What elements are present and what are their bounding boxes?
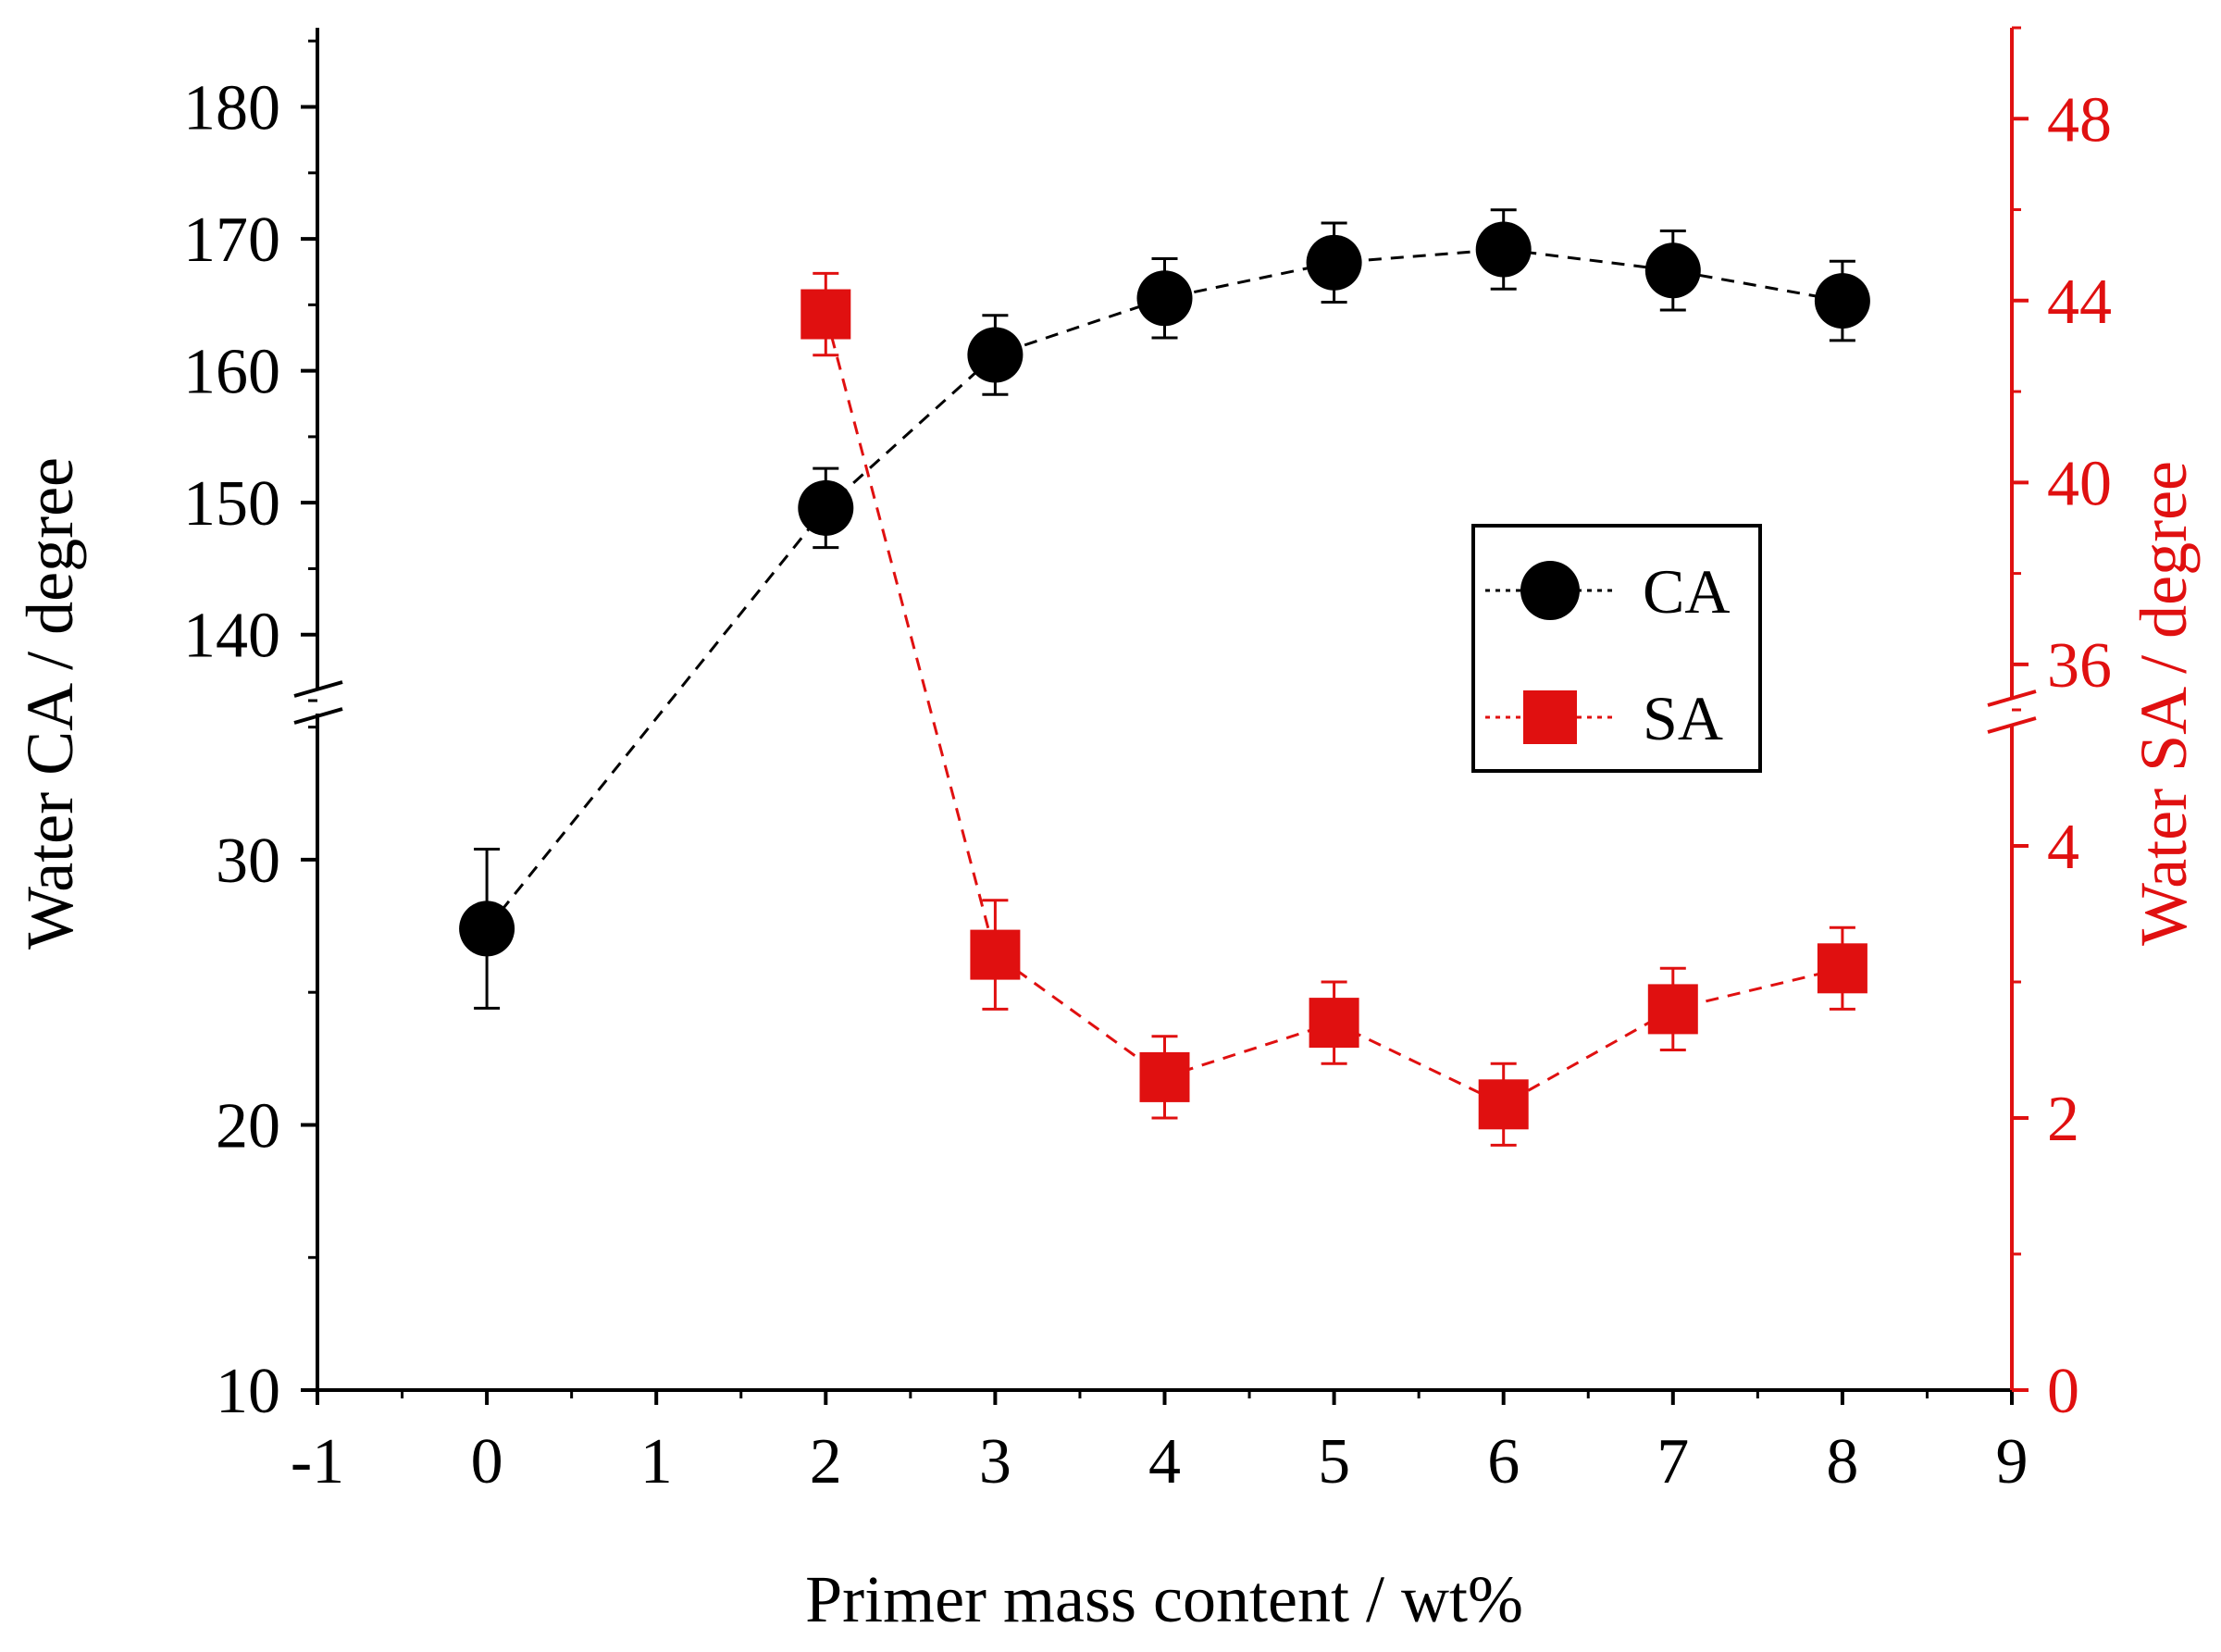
x-tick-label: 8 xyxy=(1826,1426,1858,1497)
x-tick-label: 0 xyxy=(471,1426,503,1497)
sa-point xyxy=(1647,984,1698,1035)
left-axis-break-mark xyxy=(293,680,343,698)
x-tick-label: 1 xyxy=(640,1426,673,1497)
ca-point xyxy=(1306,234,1362,291)
legend-ca-label: CA xyxy=(1643,556,1730,627)
ca-point xyxy=(459,901,515,957)
right-tick-label: 0 xyxy=(2047,1356,2079,1427)
x-tick-label: -1 xyxy=(291,1426,344,1497)
left-tick-label: 10 xyxy=(216,1356,280,1427)
left-tick-label: 20 xyxy=(216,1090,280,1161)
legend-sa-label: SA xyxy=(1643,683,1723,753)
left-tick-label: 30 xyxy=(216,826,280,897)
right-tick-label: 48 xyxy=(2047,84,2112,155)
ca-point xyxy=(1475,221,1532,278)
x-axis-title: Primer mass content / wt% xyxy=(805,1562,1523,1636)
ca-point xyxy=(1136,270,1193,327)
x-tick-label: 6 xyxy=(1487,1426,1520,1497)
ca-series-line xyxy=(485,247,1843,930)
right-axis-break-gap xyxy=(1995,700,2029,724)
ca-point xyxy=(798,479,854,536)
sa-point xyxy=(1309,998,1359,1049)
left-axis-break-mark xyxy=(293,707,343,725)
legend-ca-marker xyxy=(1520,561,1580,620)
ca-point xyxy=(1644,242,1701,299)
left-tick-label: 160 xyxy=(183,337,280,408)
x-tick-label: 2 xyxy=(810,1426,842,1497)
x-tick-label: 7 xyxy=(1656,1426,1689,1497)
left-tick-label: 150 xyxy=(183,468,280,540)
legend-frame xyxy=(1471,524,1762,773)
sa-point xyxy=(1478,1079,1529,1130)
right-tick-label: 40 xyxy=(2047,448,2112,519)
left-tick-label: 140 xyxy=(183,601,280,672)
x-tick-label: 5 xyxy=(1318,1426,1350,1497)
sa-point xyxy=(1139,1051,1190,1102)
right-axis-break-mark xyxy=(1987,689,2037,707)
right-axis-title: Water SA / degree xyxy=(2127,461,2201,946)
right-tick-label: 36 xyxy=(2047,630,2112,702)
ca-point xyxy=(967,327,1024,383)
sa-point xyxy=(1817,943,1867,994)
left-axis-title: Water CA / degree xyxy=(13,457,87,950)
sa-point xyxy=(800,289,851,340)
right-tick-label: 4 xyxy=(2047,812,2079,883)
left-tick-label: 170 xyxy=(183,205,280,276)
x-tick-label: 4 xyxy=(1148,1426,1181,1497)
ca-point xyxy=(1814,273,1870,329)
x-tick-label: 9 xyxy=(1996,1426,2029,1497)
legend-sa-marker xyxy=(1523,690,1577,744)
right-tick-label: 2 xyxy=(2047,1084,2079,1155)
x-tick-label: 3 xyxy=(979,1426,1011,1497)
left-tick-label: 180 xyxy=(183,73,280,144)
right-tick-label: 44 xyxy=(2047,267,2112,338)
right-axis-break-mark xyxy=(1987,716,2037,734)
legend: CA SA xyxy=(1471,524,1762,773)
sa-point xyxy=(970,929,1021,980)
